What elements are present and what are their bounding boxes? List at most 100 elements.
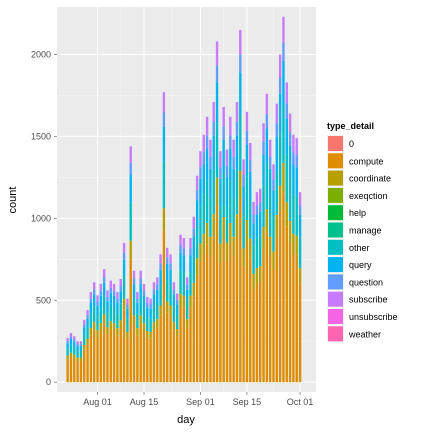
bar <box>73 336 76 383</box>
bar-segment-coordinate <box>209 236 212 257</box>
legend-key <box>328 309 343 324</box>
bar-segment-compute <box>99 331 103 383</box>
bar-segment-coordinate <box>116 328 119 336</box>
bar-segment-other <box>126 318 129 333</box>
bar-segment-compute <box>126 338 129 383</box>
bar-segment-coordinate <box>96 330 99 338</box>
bar-segment-question <box>219 167 222 179</box>
bar-segment-coordinate <box>292 233 295 254</box>
bar-segment-other <box>202 194 205 234</box>
bar-segment-compute <box>142 331 146 383</box>
bar <box>255 192 259 383</box>
bar-segment-question <box>232 156 235 169</box>
bar-segment-query <box>92 294 96 307</box>
y-tick-label: 1500 <box>31 131 51 141</box>
legend-label: other <box>349 243 370 253</box>
bar <box>268 139 272 383</box>
bar-segment-question <box>209 156 212 169</box>
bar-segment-compute <box>116 335 119 383</box>
bar-segment-other <box>272 216 275 252</box>
bar <box>152 282 156 383</box>
legend-label: help <box>349 208 366 218</box>
bar-segment-question <box>159 263 162 270</box>
bar-segment-query <box>109 292 112 305</box>
bar-segment-subscribe <box>295 138 298 156</box>
legend-key <box>328 187 343 203</box>
bar-segment-other <box>122 276 126 299</box>
bar-segment-compute <box>89 335 93 383</box>
bar-segment-subscribe <box>212 102 215 122</box>
bar-segment-coordinate <box>229 222 232 245</box>
bar-segment-question <box>205 135 209 149</box>
bar-segment-question <box>185 284 189 290</box>
bar-segment-question <box>292 152 295 165</box>
bar <box>222 106 225 383</box>
bar-segment-compute <box>182 307 186 383</box>
bar-segment-question <box>169 263 172 270</box>
bar-segment-coordinate <box>288 220 292 243</box>
bar-segment-coordinate <box>176 329 179 337</box>
bar-segment-other <box>89 313 93 329</box>
x-tick-label: Aug 01 <box>83 397 112 407</box>
bar-segment-query <box>136 302 139 314</box>
bar-segment-subscribe <box>245 111 249 131</box>
bar-segment-other <box>182 272 186 296</box>
bar-segment-other <box>232 197 235 237</box>
bar-segment-query <box>162 126 166 162</box>
bar-segment-question <box>262 141 265 155</box>
bar-segment-question <box>116 298 119 303</box>
bar-segment-coordinate <box>106 327 109 335</box>
bar-segment-coordinate <box>159 305 162 316</box>
bar-segment-compute <box>176 336 179 383</box>
bar-segment-question <box>225 165 229 178</box>
bar-segment-question <box>102 277 106 283</box>
bar-segment-coordinate <box>109 321 112 330</box>
legend-key <box>328 257 343 273</box>
bar-segment-query <box>278 93 282 134</box>
bar-segment-subscribe <box>189 238 192 249</box>
bar-segment-coordinate <box>242 248 245 267</box>
y-axis-title: count <box>7 187 19 214</box>
bar-segment-subscribe <box>119 278 122 287</box>
bar-segment-compute <box>192 296 196 383</box>
bar <box>252 201 255 383</box>
bar-segment-question <box>166 257 169 264</box>
bar-segment-coordinate <box>86 338 89 345</box>
y-axis-ticks: 0 500 1000 1500 2000 <box>31 50 57 387</box>
bar-segment-question <box>79 344 83 347</box>
bar-segment-question <box>152 289 156 295</box>
bar-segment-compute <box>172 330 176 383</box>
legend-key <box>328 153 343 169</box>
bar-segment-query <box>295 167 298 197</box>
bar-segment-other <box>166 280 169 302</box>
bar-segment-subscribe <box>232 139 235 157</box>
bar-segment-coordinate <box>119 320 122 329</box>
bar-segment-question <box>69 336 73 339</box>
legend-key <box>328 239 343 255</box>
bar-segment-coordinate <box>205 222 209 245</box>
bar-segment-compute <box>292 253 295 383</box>
bar-segment-other <box>96 316 99 331</box>
bar-segment-question <box>132 278 136 285</box>
bar-segment-subscribe <box>292 134 295 153</box>
bar-segment-question <box>265 114 269 129</box>
bar-segment-other <box>169 285 172 306</box>
bar-segment-other <box>112 307 116 324</box>
legend-key <box>328 136 343 151</box>
bar-segment-compute <box>129 259 132 383</box>
bar-segment-subscribe <box>152 282 156 290</box>
bar-segment-question <box>259 202 262 213</box>
bar-segment-question <box>172 289 176 295</box>
bar-segment-subscribe <box>239 29 242 55</box>
bar <box>282 16 285 383</box>
bar-segment-other <box>129 202 132 241</box>
bar-segment-coordinate <box>92 322 96 331</box>
bar-segment-question <box>189 248 192 256</box>
bar-segment-subscribe <box>298 192 302 206</box>
y-tick-label: 500 <box>36 295 51 305</box>
bar-segment-coordinate <box>79 357 83 361</box>
bar-segment-subscribe <box>182 238 186 249</box>
bar-segment-coordinate <box>76 357 79 361</box>
bar-segment-query <box>83 327 86 335</box>
